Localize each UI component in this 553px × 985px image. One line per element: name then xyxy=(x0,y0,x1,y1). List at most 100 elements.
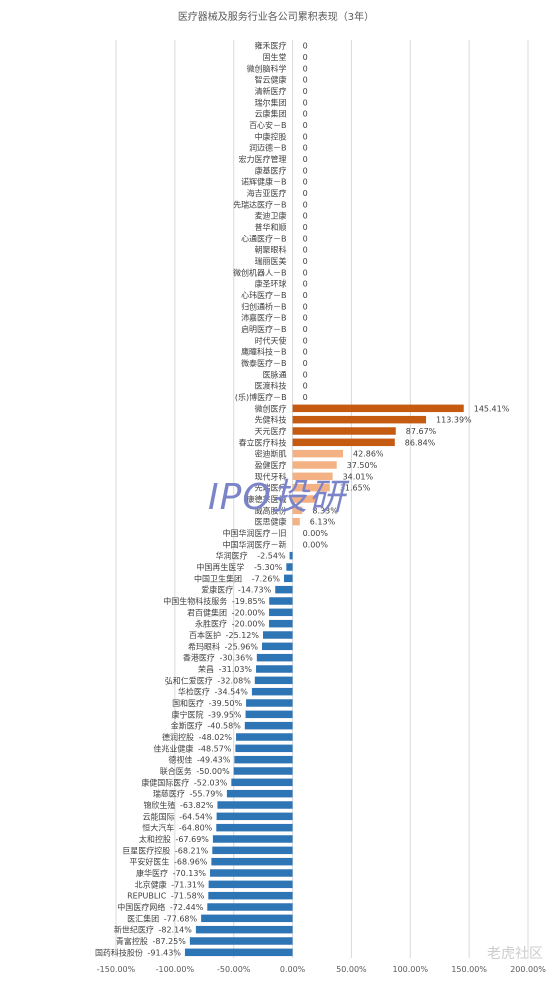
bar xyxy=(269,619,293,628)
category-label: 中国生物科技服务 xyxy=(163,596,227,606)
bar xyxy=(212,846,293,855)
category-label: 润迈德－B xyxy=(249,143,287,153)
category-label: 锦欣生殖 xyxy=(143,800,175,810)
category-label: 海吉亚医疗 xyxy=(247,188,287,198)
category-labels: 雍禾医疗固生堂微创脑科学智云健康清新医疗瑞尔集团云康集团百心安－B中康控股润迈德… xyxy=(95,41,287,958)
value-labels: 0 0 0 0 0 0 0 0 0 0 0 0 0 0 0 0 0 0 0 0 0 0 0 0 0 0 0 0 0 0 0 0 145.41%1… xyxy=(148,42,510,958)
category-label: 启明医疗－B xyxy=(241,324,287,334)
bar xyxy=(212,835,293,843)
category-label: 心玮医疗－B xyxy=(241,290,287,300)
value-label: -49.43% xyxy=(197,756,231,765)
value-label: 0 xyxy=(303,110,308,119)
bar xyxy=(269,608,293,617)
value-label: 0 xyxy=(303,121,308,130)
category-label: 沛嘉医疗－B xyxy=(241,313,287,323)
category-label: 先瑞达医疗－B xyxy=(233,199,287,209)
value-label: 31.65% xyxy=(340,484,371,493)
value-label: 0 xyxy=(303,302,308,311)
bar xyxy=(292,449,344,458)
value-label: -52.03% xyxy=(194,778,228,787)
value-label: -40.58% xyxy=(207,722,241,731)
bar xyxy=(254,676,293,685)
category-label: 爱康医疗 xyxy=(201,585,233,595)
category-label: 巨星医疗控股 xyxy=(122,845,170,855)
category-label: 瑞丽医美 xyxy=(255,256,287,266)
value-label: -7.26% xyxy=(252,574,281,583)
category-label: 天元医疗 xyxy=(255,426,287,436)
value-label: 0 xyxy=(303,166,308,175)
category-label: 新世纪医疗 xyxy=(114,925,154,935)
category-label: 永胜医疗 xyxy=(195,619,227,629)
category-label: 诺辉健康－B xyxy=(241,177,287,187)
category-label: 国药科技股份 xyxy=(95,947,143,957)
value-label: 0.00% xyxy=(303,540,329,549)
value-label: -55.79% xyxy=(190,790,224,799)
value-label: 0 xyxy=(303,178,308,187)
bar xyxy=(244,721,293,730)
value-label: 0 xyxy=(303,200,308,209)
bar xyxy=(292,438,395,447)
bar xyxy=(292,404,464,413)
x-tick-label: -50.00% xyxy=(217,965,251,974)
x-axis-ticks: -150.00% -100.00% -50.00% 0.00% 50.00% 100.00… xyxy=(97,965,546,974)
value-label: 0 xyxy=(303,53,308,62)
value-label: 0 xyxy=(303,223,308,232)
bar xyxy=(233,767,293,775)
category-label: 智云健康 xyxy=(255,75,287,85)
value-label: 42.86% xyxy=(353,450,384,459)
value-label: -34.54% xyxy=(215,688,249,697)
bar xyxy=(262,642,293,651)
bar xyxy=(201,914,293,923)
bar xyxy=(217,801,293,809)
value-label: 0 xyxy=(303,64,308,73)
value-label: 8.33% xyxy=(312,506,338,515)
value-label: -25.96% xyxy=(225,642,259,651)
x-tick-label: -150.00% xyxy=(97,965,136,974)
value-label: -64.80% xyxy=(179,824,213,833)
value-label: -48.57% xyxy=(198,744,232,753)
value-label: -2.54% xyxy=(257,552,286,561)
value-label: 0 xyxy=(303,246,308,255)
value-label: 0 xyxy=(303,234,308,243)
x-tick-label: 100.00% xyxy=(392,965,428,974)
category-label: 中国再生医学 xyxy=(196,562,244,572)
bar xyxy=(292,461,337,469)
bar xyxy=(195,925,293,934)
bar xyxy=(284,574,293,583)
category-label: 康健国际医疗 xyxy=(141,777,189,787)
value-label: -68.21% xyxy=(175,846,209,855)
category-label: 百本医护 xyxy=(189,630,221,640)
category-label: 青富控股 xyxy=(116,936,148,946)
bar xyxy=(292,472,333,481)
value-label: 0 xyxy=(303,314,308,323)
category-label: 佳兆业健康 xyxy=(153,743,193,753)
category-label: 弘和仁爱医疗 xyxy=(165,675,213,685)
chart-title: 医疗器械及服务行业各公司累积表现（3年） xyxy=(178,10,374,23)
category-label: 北京健康 xyxy=(135,879,167,889)
category-label: 麦迪卫康 xyxy=(255,211,287,221)
bar xyxy=(236,733,293,741)
value-label: -91.43% xyxy=(148,948,182,957)
value-label: -64.54% xyxy=(179,812,213,821)
watermark-text: IPO投研 xyxy=(208,477,346,518)
category-label: 瑞慈医疗 xyxy=(153,789,185,799)
value-label: 0 xyxy=(303,336,308,345)
category-label: 荣昌 xyxy=(198,664,214,674)
value-label: 0 xyxy=(303,325,308,334)
value-label: 0 xyxy=(303,280,308,289)
category-label: 德视佳 xyxy=(168,755,192,765)
category-label: 联合医务 xyxy=(160,766,192,776)
value-label: 0 xyxy=(303,155,308,164)
category-label: 医汇集团 xyxy=(127,913,159,923)
value-label: 0 xyxy=(303,291,308,300)
bar xyxy=(208,880,293,889)
value-label: 87.67% xyxy=(406,427,437,436)
value-label: 0 xyxy=(303,144,308,153)
value-label: -67.69% xyxy=(176,835,210,844)
category-label: 金斯医疗 xyxy=(171,721,203,731)
value-label: -39.50% xyxy=(209,699,243,708)
category-label: 归创通桥－B xyxy=(241,301,287,311)
value-label: -32.08% xyxy=(217,676,251,685)
value-label: 0 xyxy=(303,348,308,357)
value-label: -50.00% xyxy=(196,767,230,776)
